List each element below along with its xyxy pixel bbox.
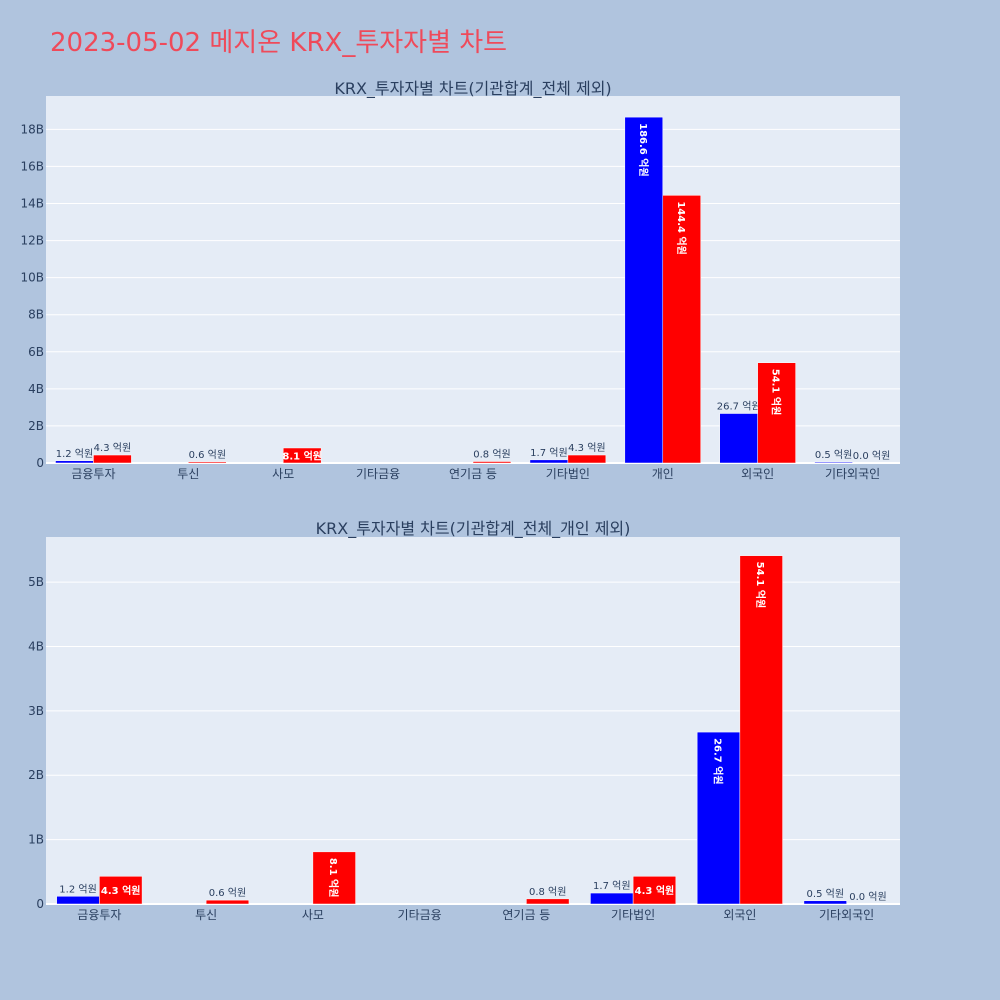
data-label: 0.0 억원 xyxy=(853,450,890,462)
y-tick-label: 10B xyxy=(20,271,44,285)
bar xyxy=(312,851,356,905)
data-label: 1.2 억원 xyxy=(59,883,96,895)
chart-subtitle: KRX_투자자별 차트(기관합계_전체 제외) xyxy=(334,79,611,99)
y-tick-label: 18B xyxy=(20,122,44,136)
bar xyxy=(719,413,758,464)
x-tick-label: 기타외국인 xyxy=(825,467,880,481)
y-tick-label: 3B xyxy=(28,704,44,718)
data-label: 26.7 억원 xyxy=(712,738,725,785)
y-tick-label: 0 xyxy=(36,897,44,911)
y-tick-label: 14B xyxy=(20,197,44,211)
y-tick-label: 2B xyxy=(28,768,44,782)
data-label: 0.8 억원 xyxy=(473,449,510,461)
x-tick-label: 연기금 등 xyxy=(449,467,497,481)
x-tick-label: 기타법인 xyxy=(611,908,655,922)
data-label: 26.7 억원 xyxy=(717,401,761,413)
data-label: 186.6 억원 xyxy=(637,123,650,177)
data-label: 4.3 억원 xyxy=(635,884,675,897)
y-tick-label: 4B xyxy=(28,382,44,396)
bar xyxy=(282,447,322,464)
data-label: 1.7 억원 xyxy=(530,447,567,459)
y-tick-label: 16B xyxy=(20,159,44,173)
bar xyxy=(529,459,569,464)
x-tick-label: 외국인 xyxy=(741,467,774,481)
x-tick-label: 투신 xyxy=(177,467,199,481)
chart-subtitle: KRX_투자자별 차트(기관합계_전체_개인 제외) xyxy=(316,519,631,539)
x-tick-label: 개인 xyxy=(652,467,674,481)
data-label: 0.6 억원 xyxy=(189,449,226,461)
y-tick-label: 8B xyxy=(28,308,44,322)
x-tick-label: 금융투자 xyxy=(77,908,121,922)
data-label: 1.7 억원 xyxy=(593,880,630,892)
bar xyxy=(757,362,796,464)
data-label: 0.5 억원 xyxy=(807,888,844,900)
page-title: 2023-05-02 메지온 KRX_투자자별 차트 xyxy=(50,28,508,58)
bar xyxy=(662,195,701,464)
y-tick-label: 2B xyxy=(28,419,44,433)
x-tick-label: 기타금융 xyxy=(356,467,400,481)
bar xyxy=(696,731,741,905)
data-label: 144.4 억원 xyxy=(675,201,688,255)
y-tick-label: 4B xyxy=(28,639,44,653)
data-label: 54.1 억원 xyxy=(754,562,767,609)
y-tick-label: 6B xyxy=(28,345,44,359)
bar xyxy=(803,900,847,905)
data-label: 4.3 억원 xyxy=(568,442,605,454)
data-label: 8.1 억원 xyxy=(282,449,322,462)
data-label: 0.8 억원 xyxy=(529,886,566,898)
bar xyxy=(632,876,677,905)
bar xyxy=(188,461,227,464)
data-label: 1.2 억원 xyxy=(56,448,93,460)
x-tick-label: 외국인 xyxy=(723,908,756,922)
data-label: 54.1 억원 xyxy=(770,369,783,416)
y-tick-label: 5B xyxy=(28,575,44,589)
bar xyxy=(55,460,94,464)
y-tick-label: 1B xyxy=(28,833,44,847)
x-tick-label: 기타금융 xyxy=(398,908,442,922)
bar xyxy=(526,898,570,905)
bar xyxy=(739,555,783,905)
data-label: 0.5 억원 xyxy=(815,449,852,461)
bar xyxy=(56,896,100,905)
x-tick-label: 사모 xyxy=(272,467,294,481)
data-label: 8.1 억원 xyxy=(327,858,340,898)
x-tick-label: 기타법인 xyxy=(546,467,590,481)
bar xyxy=(472,461,512,464)
data-label: 4.3 억원 xyxy=(101,884,141,897)
x-tick-label: 기타외국인 xyxy=(819,908,874,922)
data-label: 4.3 억원 xyxy=(94,442,131,454)
x-tick-label: 사모 xyxy=(302,908,324,922)
bar xyxy=(93,454,132,464)
bar xyxy=(624,116,664,464)
data-label: 0.6 억원 xyxy=(209,887,246,899)
x-tick-label: 투신 xyxy=(195,908,217,922)
bar xyxy=(205,899,250,905)
bar xyxy=(814,461,853,464)
bar xyxy=(567,454,607,464)
x-tick-label: 금융투자 xyxy=(71,467,115,481)
y-tick-label: 0 xyxy=(36,456,44,470)
data-label: 0.0 억원 xyxy=(849,891,886,903)
bar xyxy=(590,892,634,905)
bar xyxy=(99,876,143,905)
y-tick-label: 12B xyxy=(20,234,44,248)
x-tick-label: 연기금 등 xyxy=(502,908,550,922)
